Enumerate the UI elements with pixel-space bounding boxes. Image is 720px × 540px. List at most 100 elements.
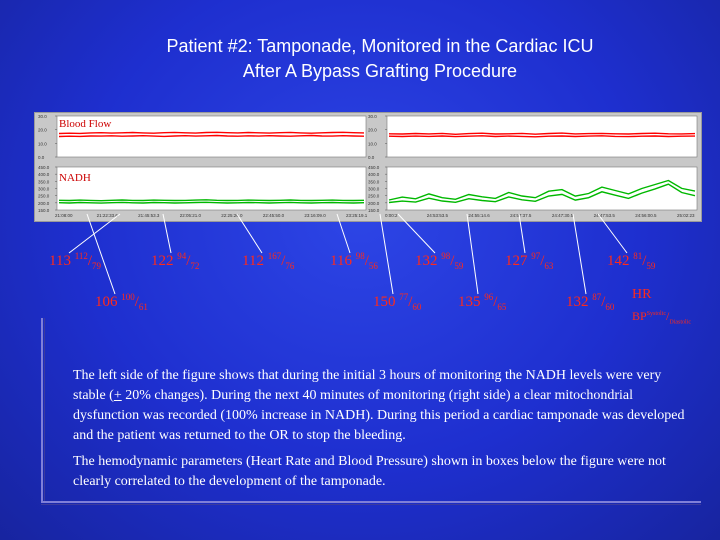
time-tick-label: 21:08:00	[55, 213, 73, 218]
connector-line	[397, 213, 436, 254]
chart-title-0: Blood Flow	[59, 118, 111, 130]
diastolic-value: 72	[190, 261, 200, 271]
y-tick-label: 250.0	[38, 194, 50, 199]
heart-rate-value: 112	[242, 253, 268, 269]
frame-vertical-shadow	[44, 318, 45, 502]
time-tick-label: 24:55:14.6	[468, 213, 490, 218]
systolic-value: 98	[355, 251, 365, 261]
frame-vertical-line	[41, 318, 43, 502]
connector-line	[597, 213, 628, 254]
diastolic-value: 79	[92, 261, 102, 271]
hemo-box: 142 81/59	[607, 251, 655, 271]
chart-title-1: NADH	[59, 172, 91, 184]
title-line-1: Patient #2: Tamponade, Monitored in the …	[166, 36, 594, 56]
y-tick-label: 300.0	[368, 187, 380, 192]
hemo-box: 122 94/72	[151, 251, 199, 271]
desc-p1-plusminus: +	[113, 388, 122, 403]
heart-rate-value: 150	[373, 294, 400, 310]
legend-bp-systolic: Systolic	[646, 311, 667, 317]
systolic-value: 98	[441, 251, 451, 261]
bp-separator: /	[540, 253, 545, 269]
systolic-value: 97	[531, 251, 541, 261]
bp-separator: /	[408, 294, 413, 310]
heart-rate-value: 135	[458, 294, 485, 310]
bp-separator: /	[364, 253, 369, 269]
y-tick-label: 400.0	[368, 172, 380, 177]
title-line-2: After A Bypass Grafting Procedure	[242, 61, 518, 81]
connector-line	[86, 213, 116, 295]
hemo-box: 132 98/59	[415, 251, 463, 271]
hemo-box: 132 87/60	[566, 292, 614, 312]
connector-line	[336, 213, 351, 254]
heart-rate-value: 122	[151, 253, 178, 269]
diastolic-value: 59	[646, 261, 656, 271]
time-tick-label: 21:22:33.6	[97, 213, 119, 218]
hemo-box: 135 96/65	[458, 292, 506, 312]
series-line-1-1-1	[388, 183, 696, 204]
diastolic-value: 63	[544, 261, 554, 271]
connector-line	[466, 213, 479, 295]
time-tick-label: 23:25:19.1	[346, 213, 368, 218]
frame-horizontal-line	[41, 501, 701, 503]
systolic-value: 96	[484, 292, 494, 302]
time-tick-label: 22:25:26.0	[221, 213, 243, 218]
time-tick-label: 22:05:21.0	[180, 213, 202, 218]
desc-p1-a: The left side of the figure shows that d…	[73, 368, 662, 403]
bp-separator: /	[601, 294, 606, 310]
hemo-box: 106 100/61	[95, 292, 148, 312]
diastolic-value: 56	[368, 261, 378, 271]
y-tick-label: 350.0	[368, 179, 380, 184]
y-tick-label: 0.0	[38, 155, 45, 160]
monitoring-chart: 30.0 20.0 10.0 0.0 30.0 20.0 10.0 0.0 Blood Flow…	[38, 114, 698, 218]
hemo-box: 112 167/76	[242, 251, 294, 271]
y-tick-label: 150.0	[38, 208, 50, 213]
systolic-value: 81	[633, 251, 643, 261]
heart-rate-value: 132	[566, 294, 593, 310]
systolic-value: 87	[592, 292, 602, 302]
bp-separator: /	[134, 294, 139, 310]
connector-lines	[68, 213, 628, 295]
hemo-box: 127 97/63	[505, 251, 553, 271]
heart-rate-value: 127	[505, 253, 532, 269]
slide-title: Patient #2: Tamponade, Monitored in the …	[0, 34, 720, 84]
heart-rate-value: 142	[607, 253, 634, 269]
y-tick-label: 150.0	[368, 208, 380, 213]
y-tick-label: 450.0	[368, 165, 380, 170]
bp-separator: /	[281, 253, 286, 269]
bp-separator: /	[87, 253, 93, 269]
y-tick-label: 10.0	[38, 141, 47, 146]
heart-rate-value: 132	[415, 253, 442, 269]
y-tick-label: 400.0	[38, 172, 50, 177]
series-line-0-1-1	[388, 135, 696, 138]
connector-line	[162, 213, 172, 254]
diastolic-value: 59	[454, 261, 464, 271]
time-tick-label: 24:47:53.5	[594, 213, 616, 218]
plot-area-0-0	[56, 115, 367, 158]
frame-horizontal-shadow	[41, 504, 701, 505]
bp-separator: /	[642, 253, 647, 269]
heart-rate-value: 113	[49, 253, 75, 269]
time-tick-label: 22:45:50.0	[263, 213, 285, 218]
series-line-1-0-1	[58, 201, 365, 204]
hemo-box: 113 112/79	[49, 251, 101, 271]
time-tick-label: 0:00:2	[385, 213, 398, 218]
time-tick-label: 23:16:09.0	[304, 213, 326, 218]
series-line-0-0-1	[58, 134, 365, 138]
bp-separator: /	[450, 253, 455, 269]
connector-line	[68, 213, 121, 254]
systolic-value: 167	[267, 251, 282, 261]
systolic-value: 94	[177, 251, 187, 261]
diastolic-value: 60	[412, 302, 422, 312]
plot-area-1-1	[386, 166, 698, 211]
time-tick-label: 24:47:30.5	[552, 213, 574, 218]
diastolic-value: 60	[605, 302, 615, 312]
diastolic-value: 61	[138, 302, 148, 312]
connector-line	[236, 213, 263, 254]
time-tick-label: 21:45:53.3	[138, 213, 160, 218]
hemo-box: 116 98/56	[330, 251, 378, 271]
y-tick-label: 300.0	[38, 187, 50, 192]
y-tick-label: 20.0	[368, 128, 377, 133]
y-tick-label: 450.0	[38, 165, 50, 170]
y-tick-label: 350.0	[38, 179, 50, 184]
description-paragraph-2: The hemodynamic parameters (Heart Rate a…	[73, 454, 666, 489]
